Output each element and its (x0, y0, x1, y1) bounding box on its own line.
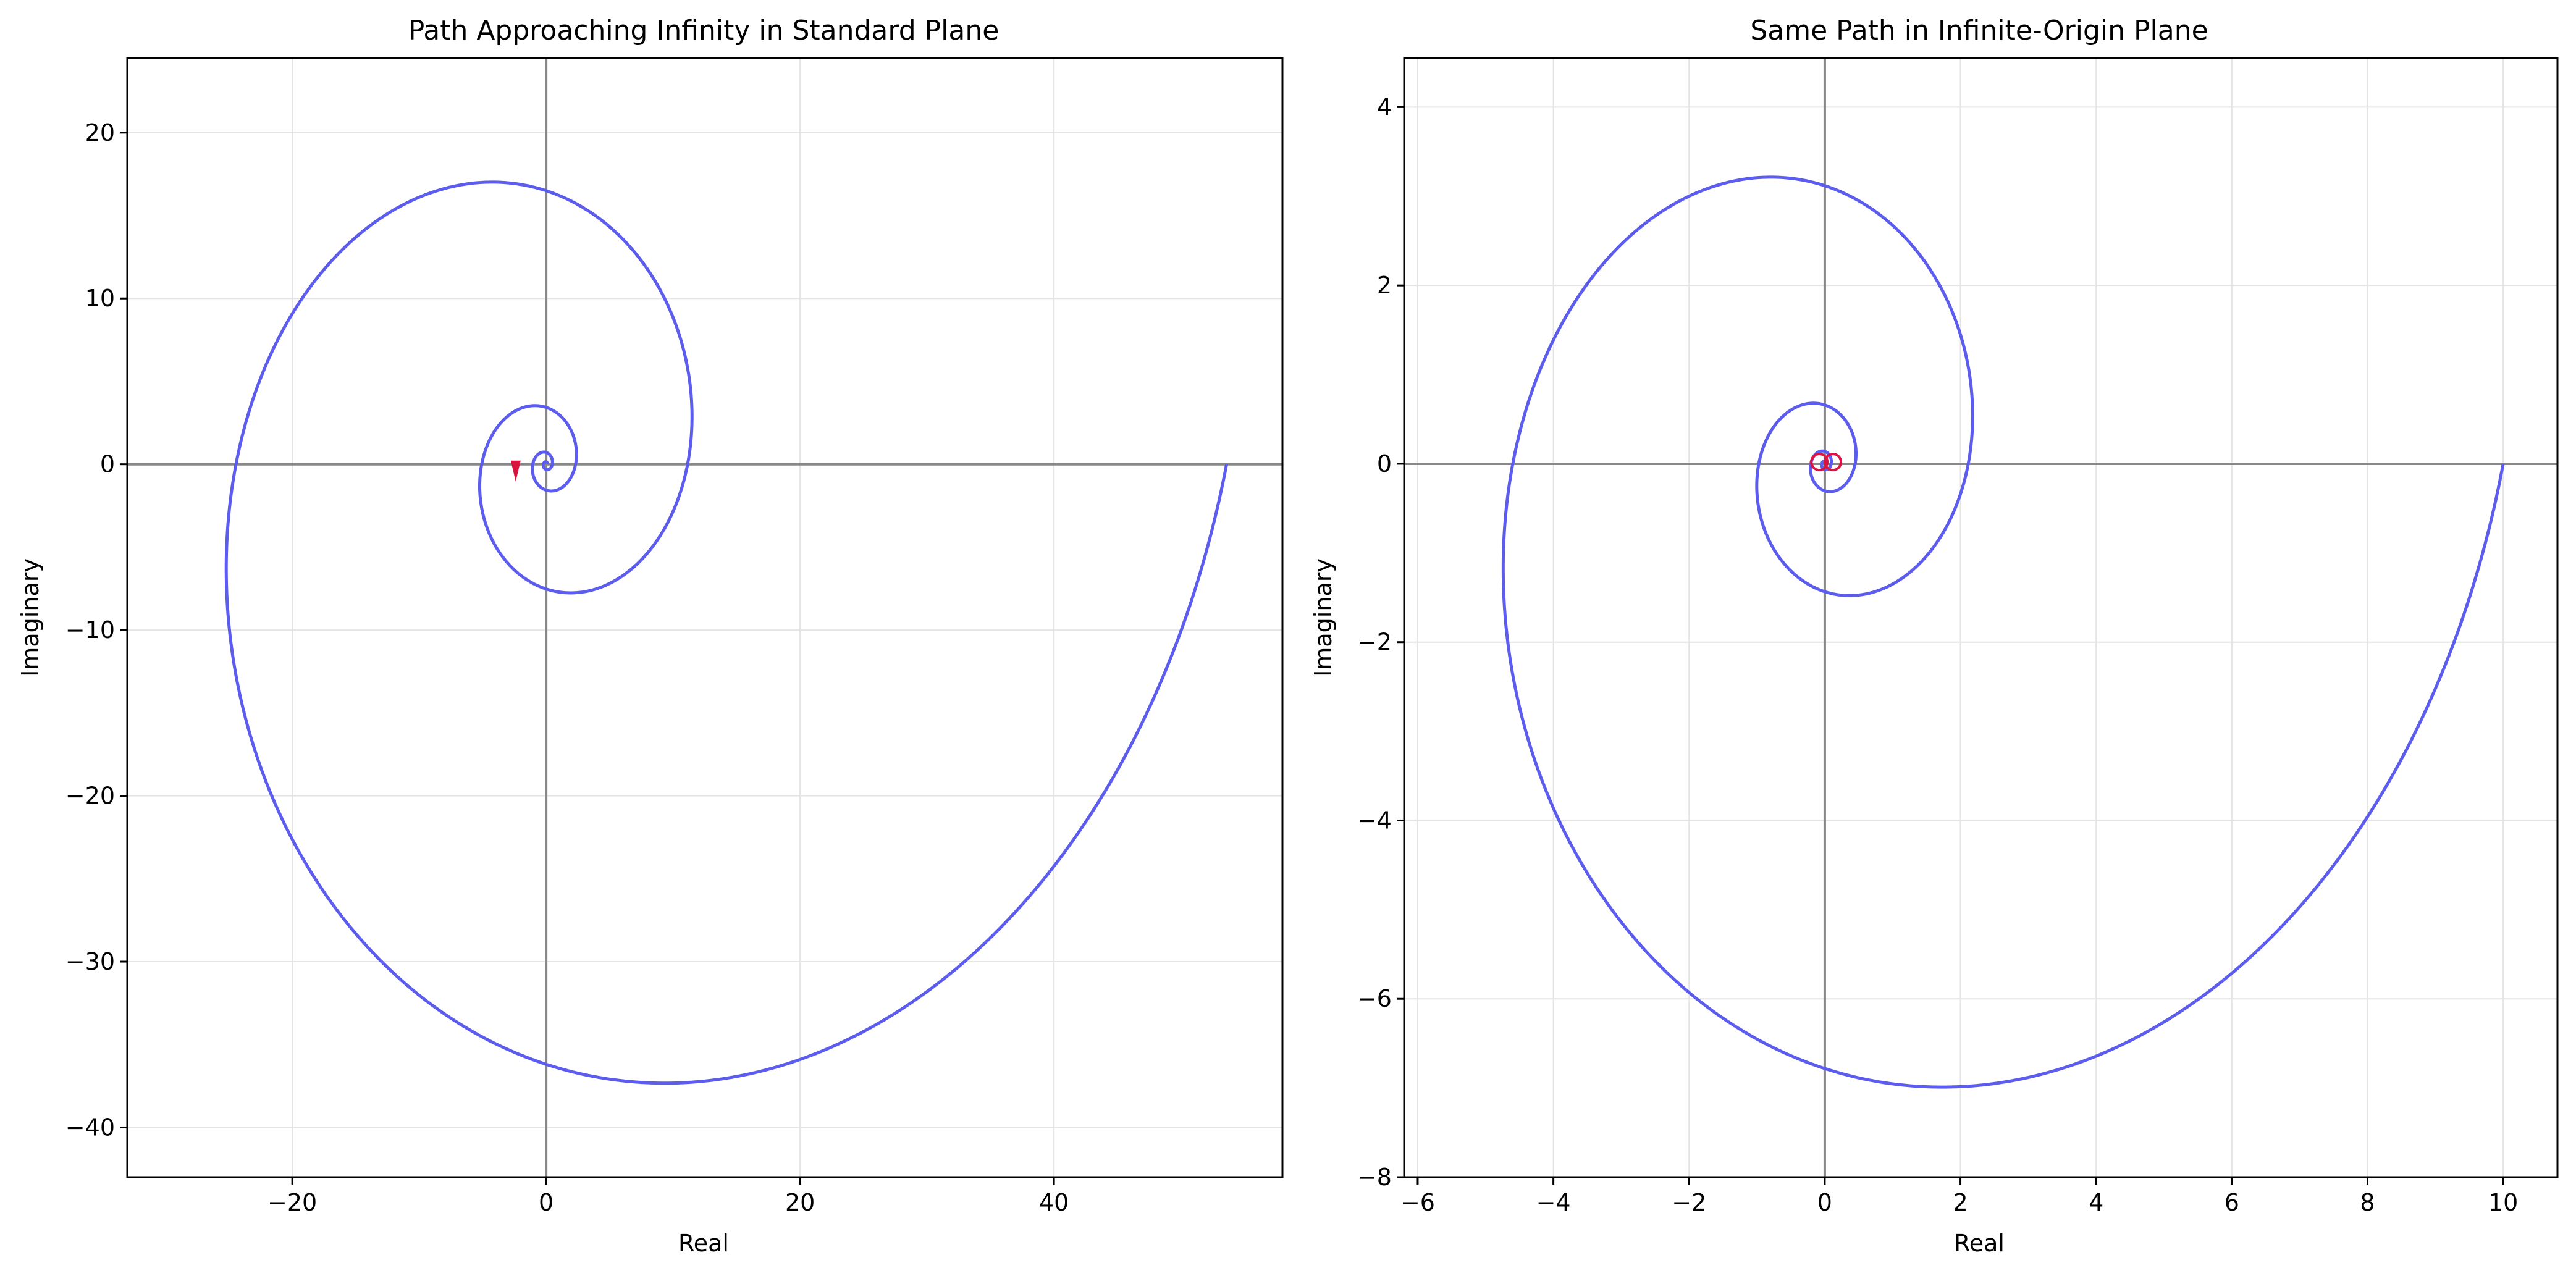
chart-left-ytick-label: −40 (65, 1114, 115, 1141)
chart-right-xtick-label: −4 (1536, 1189, 1571, 1216)
chart-right-xtick-label: 10 (2488, 1189, 2518, 1216)
chart-left-ytick-label: −10 (65, 616, 115, 644)
chart-left-ytick-label: 10 (85, 285, 115, 312)
chart-left-xtick-label: 0 (539, 1189, 554, 1216)
chart-right-origin-circle (1810, 453, 1829, 472)
chart-right: Same Path in Infinite-Origin Plane Real … (1310, 15, 2559, 1257)
chart-right-xlabel: Real (1954, 1230, 2005, 1257)
chart-right-frame (1403, 57, 2559, 1178)
chart-left-ytick-label: −30 (65, 948, 115, 975)
chart-right-ylabel: Imaginary (1310, 558, 1337, 677)
chart-left-frame (126, 57, 1284, 1178)
chart-right-xtick-label: 8 (2360, 1189, 2375, 1216)
chart-right-ytick-label: 0 (1377, 450, 1392, 477)
chart-left-xlabel: Real (678, 1230, 729, 1257)
chart-left-title: Path Approaching Infinity in Standard Pl… (408, 15, 1000, 46)
chart-right-ytick-label: 2 (1377, 272, 1392, 299)
chart-right-ytick-label: 4 (1377, 93, 1392, 120)
chart-right-xtick-label: −6 (1400, 1189, 1435, 1216)
chart-right-title: Same Path in Infinite-Origin Plane (1750, 15, 2208, 46)
chart-left-xtick-label: 40 (1039, 1189, 1069, 1216)
chart-right-xtick-label: 0 (1817, 1189, 1832, 1216)
chart-left-ytick-label: 20 (85, 119, 115, 146)
chart-left-ylabel: Imaginary (17, 558, 44, 677)
chart-right-ytick-label: −6 (1357, 985, 1392, 1012)
chart-left-spiral-line (224, 180, 1229, 1085)
chart-right-xtick-label: 4 (2089, 1189, 2103, 1216)
chart-right-xtick-label: 2 (1953, 1189, 1968, 1216)
chart-left-ytick-label: −20 (65, 783, 115, 810)
chart-right-spiral-line (1501, 175, 2505, 1089)
chart-left-direction-arrow (510, 460, 521, 482)
chart-left-ytick-label: 0 (100, 451, 115, 478)
chart-right-xtick-label: −2 (1672, 1189, 1706, 1216)
chart-right-ytick-label: −8 (1357, 1164, 1392, 1191)
chart-left-xtick-label: −20 (267, 1189, 317, 1216)
chart-right-xtick-label: 6 (2225, 1189, 2239, 1216)
chart-right-origin-circle (1824, 453, 1843, 472)
chart-right-ytick-label: −2 (1357, 629, 1392, 656)
chart-right-ytick-label: −4 (1357, 807, 1392, 834)
chart-left: Path Approaching Infinity in Standard Pl… (17, 15, 1284, 1257)
chart-left-xtick-label: 20 (785, 1189, 815, 1216)
